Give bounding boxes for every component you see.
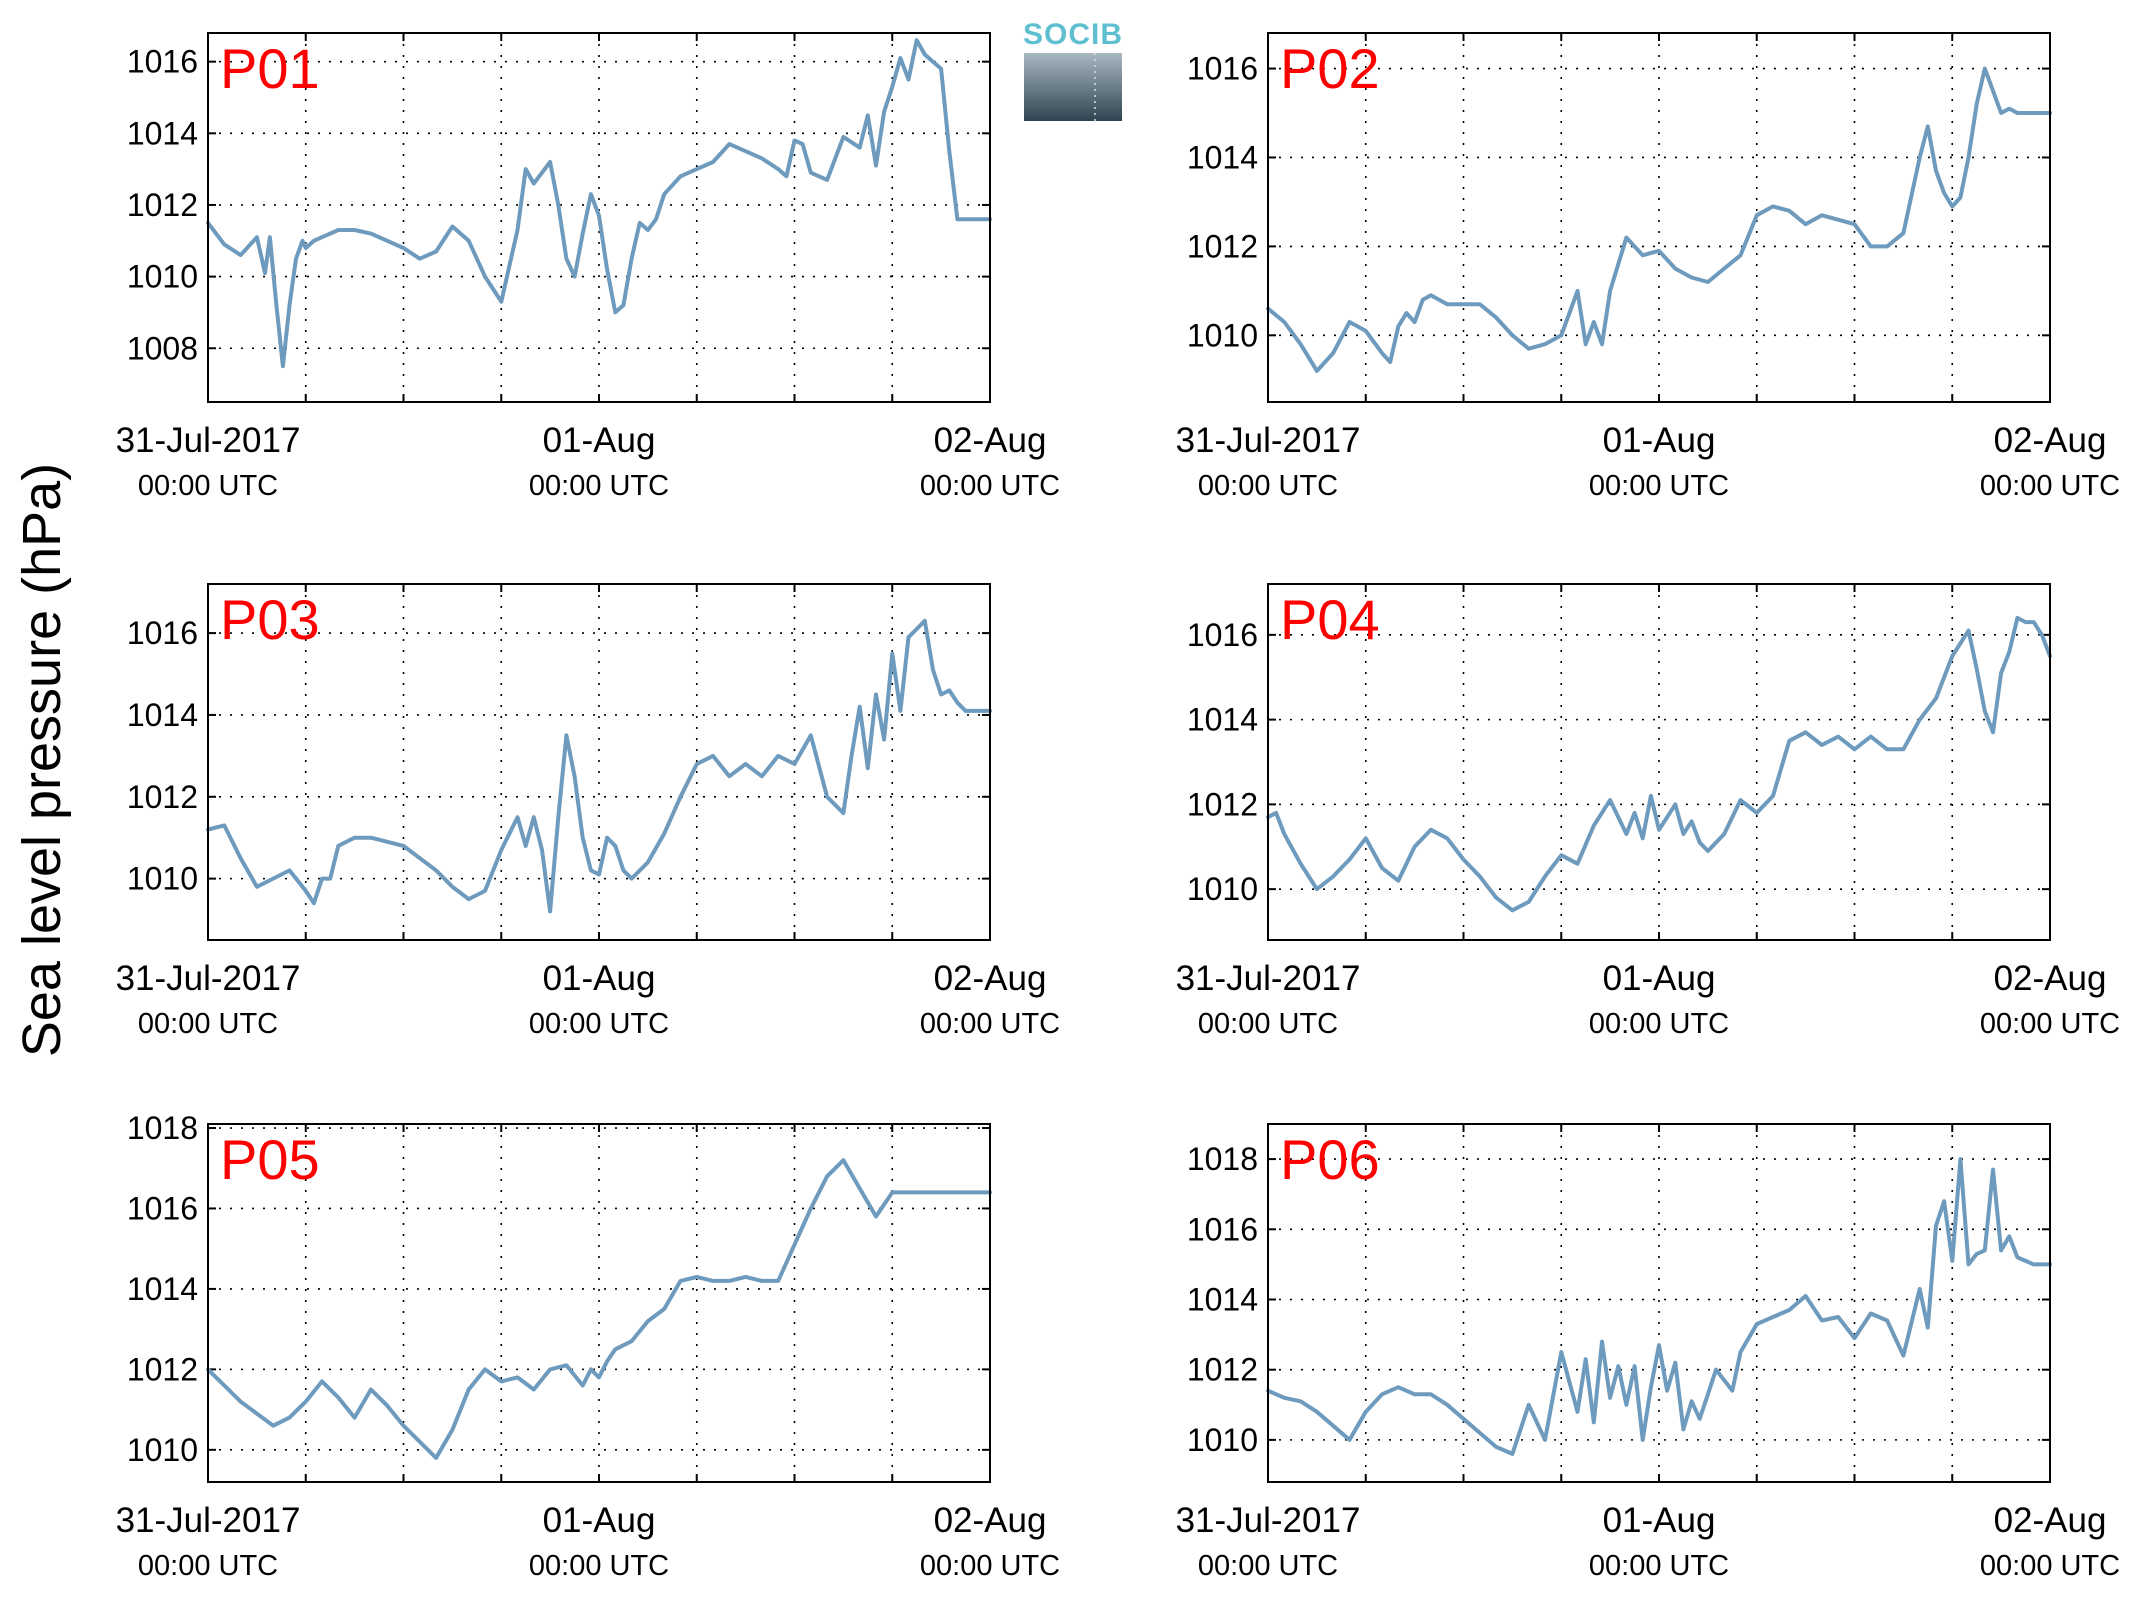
panel-label: P06 [1280,1128,1380,1191]
x-tick-label-time: 00:00 UTC [1589,1550,1729,1582]
y-axis-label: Sea level pressure (hPa) [12,463,72,1057]
plot-frame [1267,583,2051,941]
y-tick-label: 1016 [127,615,198,651]
panel-label: P02 [1280,37,1380,100]
socib-logo: SOCIB [1023,18,1123,121]
x-tick-label-time: 00:00 UTC [1980,1008,2120,1040]
x-tick-label-time: 00:00 UTC [1589,470,1729,502]
x-tick-label-date: 31-Jul-2017 [1176,1501,1361,1540]
x-tick-label-time: 00:00 UTC [920,1550,1060,1582]
chart-panel-p01: 1008 1010 1012 1014 1016 31-Jul-2017 00:00 UTC… [116,32,1060,502]
chart-panel-p06: 1010 1012 1014 1016 1018 31-Jul-2017 00:00 UTC… [1176,1123,2120,1582]
x-tick-label-date: 02-Aug [934,421,1047,460]
plot-frame [1267,1123,2051,1483]
panel-label: P01 [220,37,320,100]
series-line [206,1158,992,1460]
x-tick-label-time: 00:00 UTC [1198,1008,1338,1040]
y-tick-label: 1016 [1187,617,1258,653]
series-line [206,618,992,914]
y-tick-label: 1014 [1187,1281,1258,1317]
chart-panels: 1008 1010 1012 1014 1016 31-Jul-2017 00:00 UTC… [116,32,2120,1582]
plot-frame [207,583,991,941]
x-tick-label-date: 01-Aug [1603,959,1716,998]
y-tick-label: 1012 [1187,228,1258,264]
y-tick-label: 1014 [127,697,198,733]
x-tick-label-date: 02-Aug [934,959,1047,998]
y-tick-label: 1010 [127,861,198,897]
chart-panel-p04: 1010 1012 1014 1016 31-Jul-2017 00:00 UTC 01-A… [1176,583,2120,1040]
y-tick-label: 1018 [127,1110,198,1146]
y-tick-label: 1012 [1187,1352,1258,1388]
y-tick-label: 1014 [127,115,198,151]
y-tick-label: 1008 [127,330,198,366]
y-tick-label: 1014 [1187,702,1258,738]
chart-panel-p02: 1010 1012 1014 1016 31-Jul-2017 00:00 UTC 01-A… [1176,32,2120,502]
x-tick-label-date: 01-Aug [1603,1501,1716,1540]
series-line [1266,615,2052,913]
x-tick-label-date: 01-Aug [543,421,656,460]
y-tick-label: 1010 [1187,871,1258,907]
x-tick-label-time: 00:00 UTC [138,470,278,502]
y-tick-label: 1010 [1187,1422,1258,1458]
x-tick-label-time: 00:00 UTC [1198,1550,1338,1582]
plot-frame [207,1123,991,1483]
x-tick-label-date: 02-Aug [1994,421,2107,460]
x-tick-label-time: 00:00 UTC [1980,1550,2120,1582]
y-tick-label: 1012 [127,779,198,815]
series-line [1266,1157,2052,1456]
y-tick-label: 1012 [127,187,198,223]
y-tick-label: 1018 [1187,1141,1258,1177]
x-tick-label-time: 00:00 UTC [138,1550,278,1582]
x-tick-label-date: 01-Aug [543,959,656,998]
x-tick-label-time: 00:00 UTC [1198,470,1338,502]
x-tick-label-time: 00:00 UTC [529,470,669,502]
y-tick-label: 1010 [1187,317,1258,353]
socib-logo-block [1024,53,1122,121]
y-tick-label: 1010 [127,259,198,295]
y-tick-label: 1014 [1187,139,1258,175]
chart-panel-p03: 1010 1012 1014 1016 31-Jul-2017 00:00 UTC 01-A… [116,583,1060,1040]
y-tick-label: 1016 [127,44,198,80]
y-tick-label: 1012 [127,1351,198,1387]
panel-label: P03 [220,588,320,651]
x-tick-label-date: 31-Jul-2017 [116,1501,301,1540]
panel-label: P04 [1280,588,1380,651]
y-tick-label: 1010 [127,1432,198,1468]
y-tick-label: 1016 [127,1190,198,1226]
series-line [1266,66,2052,373]
socib-logo-text: SOCIB [1023,18,1123,51]
y-tick-label: 1016 [1187,1211,1258,1247]
x-tick-label-date: 31-Jul-2017 [1176,959,1361,998]
x-tick-label-time: 00:00 UTC [529,1550,669,1582]
x-tick-label-date: 01-Aug [543,1501,656,1540]
chart-panel-p05: 1010 1012 1014 1016 1018 31-Jul-2017 00:00 UTC… [116,1110,1061,1582]
x-tick-label-date: 31-Jul-2017 [116,959,301,998]
y-tick-label: 1012 [1187,786,1258,822]
x-tick-label-time: 00:00 UTC [920,470,1060,502]
x-tick-label-date: 02-Aug [934,1501,1047,1540]
x-tick-label-time: 00:00 UTC [529,1008,669,1040]
x-tick-label-time: 00:00 UTC [1589,1008,1729,1040]
x-tick-label-date: 01-Aug [1603,421,1716,460]
y-tick-label: 1016 [1187,51,1258,87]
x-tick-label-time: 00:00 UTC [1980,470,2120,502]
x-tick-label-date: 31-Jul-2017 [116,421,301,460]
x-tick-label-time: 00:00 UTC [138,1008,278,1040]
y-tick-label: 1014 [127,1271,198,1307]
x-tick-label-date: 31-Jul-2017 [1176,421,1361,460]
x-tick-label-date: 02-Aug [1994,959,2107,998]
panel-label: P05 [220,1128,320,1191]
series-line [206,38,992,369]
plot-frame [1267,32,2051,403]
x-tick-label-time: 00:00 UTC [920,1008,1060,1040]
x-tick-label-date: 02-Aug [1994,1501,2107,1540]
plot-frame [207,32,991,403]
